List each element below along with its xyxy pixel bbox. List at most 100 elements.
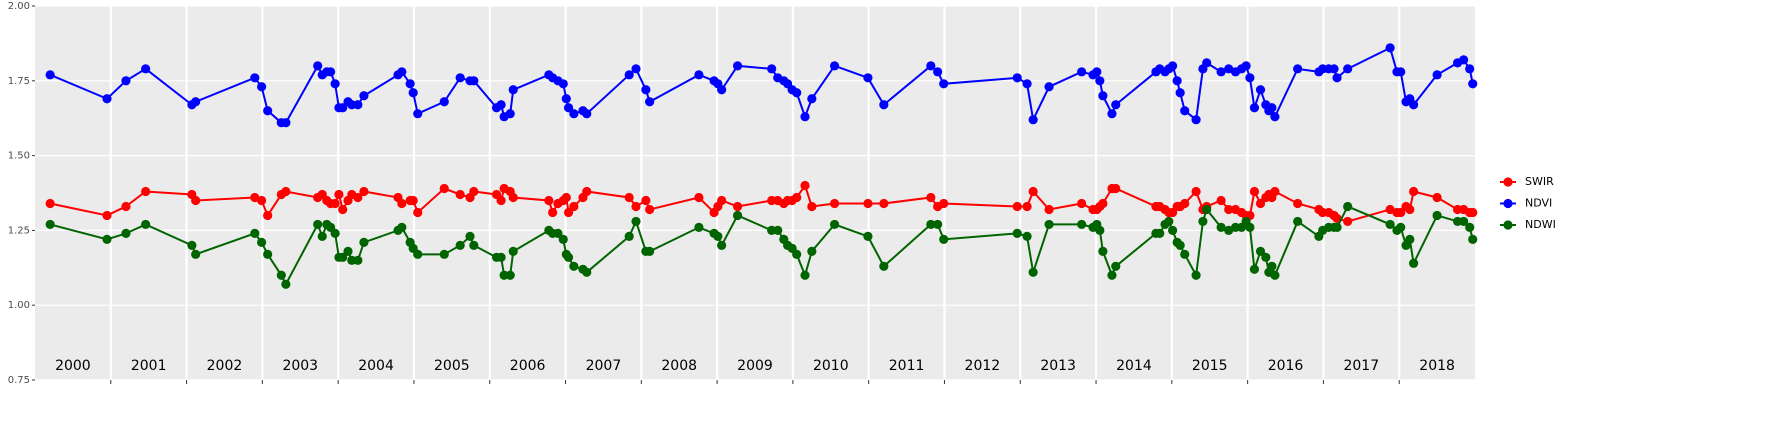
y-tick-label: 2.00 xyxy=(8,1,30,12)
point xyxy=(496,100,506,110)
point xyxy=(1168,225,1178,235)
legend-marker xyxy=(1503,220,1513,230)
point xyxy=(508,246,518,256)
point xyxy=(624,70,634,80)
point xyxy=(343,246,353,256)
point xyxy=(563,252,574,262)
point xyxy=(45,70,55,80)
point xyxy=(1255,85,1266,95)
point xyxy=(1098,91,1108,101)
legend-marker xyxy=(1503,177,1513,187)
point xyxy=(641,85,651,95)
point xyxy=(191,249,201,259)
year-label: 2017 xyxy=(1343,358,1379,374)
point xyxy=(281,279,291,289)
point xyxy=(582,267,592,277)
point xyxy=(408,88,418,98)
plot-background xyxy=(35,6,1475,380)
point xyxy=(141,64,151,74)
point xyxy=(1267,103,1277,113)
point xyxy=(1459,216,1469,227)
point xyxy=(313,61,323,71)
point xyxy=(1077,198,1087,209)
point xyxy=(1270,186,1280,197)
point xyxy=(102,94,112,104)
point xyxy=(829,198,840,209)
point xyxy=(505,270,515,280)
point xyxy=(717,240,727,250)
point xyxy=(1409,258,1419,268)
point xyxy=(276,270,286,280)
point xyxy=(694,70,704,80)
point xyxy=(1343,201,1353,212)
point xyxy=(624,192,634,203)
year-label: 2014 xyxy=(1116,358,1152,374)
year-label: 2001 xyxy=(131,358,167,374)
point xyxy=(879,198,889,209)
point xyxy=(569,201,579,212)
point xyxy=(1180,198,1190,209)
point xyxy=(1432,70,1442,80)
point xyxy=(1249,103,1260,113)
point xyxy=(1241,61,1251,71)
point xyxy=(569,261,579,271)
point xyxy=(863,198,873,209)
point xyxy=(582,186,592,197)
point xyxy=(1249,264,1260,274)
point xyxy=(1255,246,1266,256)
point xyxy=(1044,204,1054,215)
point xyxy=(1028,267,1038,277)
point xyxy=(469,186,479,197)
point xyxy=(359,237,369,247)
point xyxy=(1092,67,1102,77)
point xyxy=(496,195,506,206)
point xyxy=(1175,240,1185,250)
point xyxy=(1293,216,1303,227)
point xyxy=(1077,219,1087,230)
year-label: 2004 xyxy=(358,358,394,374)
point xyxy=(1396,222,1406,233)
point xyxy=(713,231,723,241)
point xyxy=(1216,222,1226,233)
point xyxy=(121,228,131,238)
point xyxy=(1465,222,1475,233)
point xyxy=(1111,183,1121,194)
point xyxy=(455,189,465,200)
point xyxy=(1459,55,1469,65)
point xyxy=(645,97,655,107)
point xyxy=(353,255,363,265)
point xyxy=(800,112,810,122)
point xyxy=(102,210,112,221)
point xyxy=(141,186,151,197)
point xyxy=(102,234,112,244)
point xyxy=(1396,207,1406,218)
point xyxy=(1095,225,1105,235)
point xyxy=(792,249,802,259)
year-label: 2006 xyxy=(510,358,546,374)
point xyxy=(732,210,743,221)
point xyxy=(1111,261,1121,271)
point xyxy=(1028,115,1038,125)
point xyxy=(465,231,475,241)
point xyxy=(1245,73,1255,83)
point xyxy=(645,246,655,256)
year-label: 2016 xyxy=(1268,358,1304,374)
point xyxy=(1191,270,1201,280)
point xyxy=(558,79,568,89)
point xyxy=(45,219,55,230)
point xyxy=(1098,246,1108,256)
point xyxy=(405,79,415,89)
point xyxy=(121,76,131,86)
point xyxy=(263,249,273,259)
point xyxy=(1270,112,1280,122)
year-label: 2005 xyxy=(434,358,470,374)
point xyxy=(544,195,554,206)
point xyxy=(413,207,423,218)
point xyxy=(800,180,810,191)
point xyxy=(1245,222,1255,233)
point xyxy=(353,100,363,110)
year-label: 2000 xyxy=(55,358,91,374)
legend-label: NDWI xyxy=(1525,218,1556,231)
